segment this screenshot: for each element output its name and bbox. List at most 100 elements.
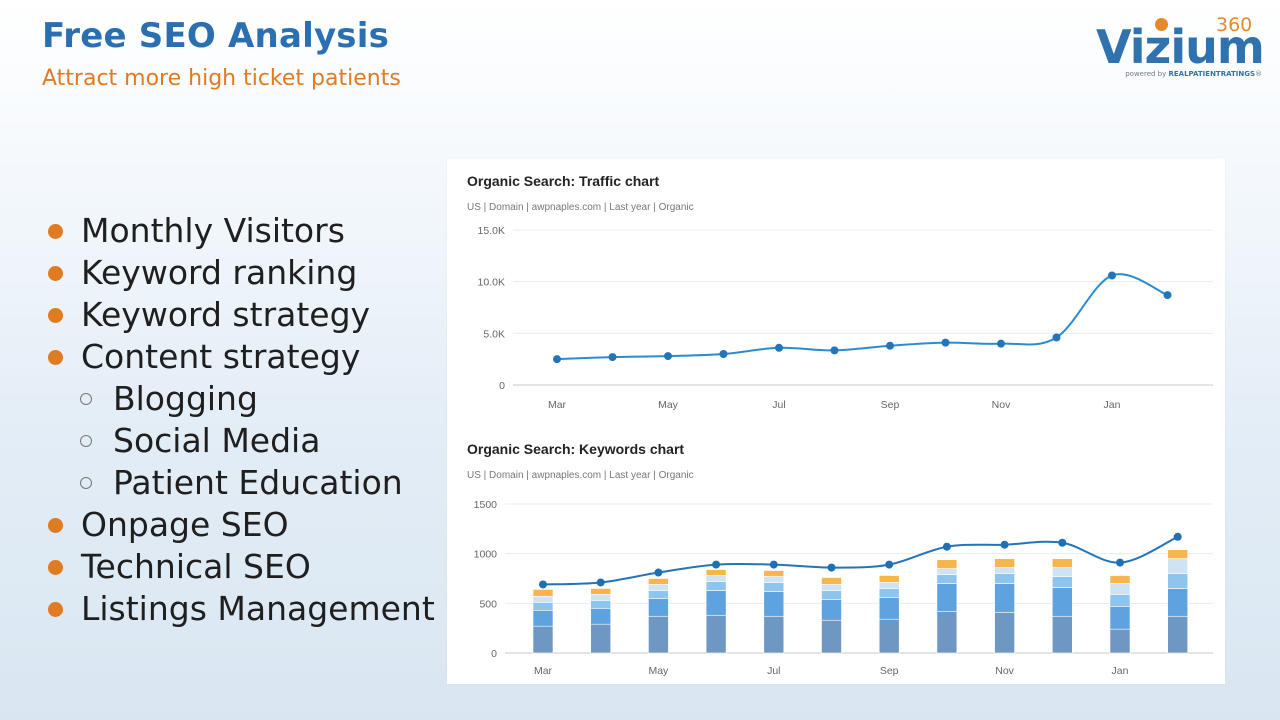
keywords-bar-segment[interactable] (878, 575, 900, 583)
keywords-data-point[interactable] (1116, 558, 1124, 567)
keywords-data-point[interactable] (1000, 540, 1009, 549)
keywords-bar-segment[interactable] (648, 590, 669, 599)
keywords-bar-segment[interactable] (532, 596, 554, 603)
keywords-bar-segment[interactable] (590, 607, 611, 625)
keywords-bar-segment[interactable] (532, 589, 554, 597)
keywords-y-tick: 1000 (474, 549, 498, 561)
page-subtitle: Attract more high ticket patients (42, 66, 401, 91)
keywords-data-point[interactable] (885, 560, 894, 569)
keywords-data-point[interactable] (942, 542, 951, 551)
keywords-bar-segment[interactable] (878, 597, 900, 620)
keywords-bar-segment[interactable] (994, 567, 1015, 574)
traffic-data-point[interactable] (1108, 271, 1116, 280)
keywords-x-tick: Mar (534, 665, 553, 677)
keywords-data-point[interactable] (769, 560, 778, 569)
traffic-data-point[interactable] (830, 346, 839, 355)
keywords-bar-segment[interactable] (878, 618, 900, 654)
traffic-y-tick: 15.0K (478, 225, 505, 237)
traffic-data-point[interactable] (553, 355, 561, 364)
keywords-bar-segment[interactable] (1167, 549, 1189, 559)
vizium-logo: Vizium 360 powered by REALPATIENTRATINGS… (1092, 12, 1270, 84)
keywords-bar-segment[interactable] (1109, 628, 1131, 654)
keywords-bar-segment[interactable] (1109, 575, 1131, 584)
keywords-bar-segment[interactable] (590, 594, 611, 601)
traffic-data-point[interactable] (719, 350, 728, 358)
keywords-bar-segment[interactable] (821, 590, 842, 600)
bullet-item: Keyword strategy (44, 294, 435, 336)
keywords-bar-segment[interactable] (994, 583, 1015, 613)
keywords-x-tick: Nov (995, 665, 1014, 677)
keywords-bar-segment[interactable] (763, 582, 785, 592)
keywords-bar-segment[interactable] (1051, 576, 1073, 588)
keywords-bar-segment[interactable] (648, 598, 669, 617)
keywords-bar-segment[interactable] (1051, 615, 1073, 654)
keywords-data-point[interactable] (596, 578, 605, 587)
keywords-data-point[interactable] (827, 563, 836, 572)
keywords-bar-segment[interactable] (648, 584, 669, 591)
keywords-bar-segment[interactable] (1167, 615, 1189, 654)
keywords-chart-subtitle: US | Domain | awpnaples.com | Last year … (467, 470, 694, 481)
bullet-item: Technical SEO (44, 546, 435, 588)
keywords-bar-segment[interactable] (705, 569, 727, 576)
keywords-bar-segment[interactable] (1109, 594, 1131, 607)
charts-card: Organic Search: Traffic chart US | Domai… (447, 158, 1225, 684)
keywords-chart-title: Organic Search: Keywords chart (467, 441, 684, 457)
traffic-chart-subtitle: US | Domain | awpnaples.com | Last year … (467, 202, 694, 213)
keywords-data-point[interactable] (539, 580, 547, 589)
keywords-bar-segment[interactable] (1167, 588, 1189, 617)
traffic-data-point[interactable] (664, 352, 672, 361)
keywords-bar-segment[interactable] (705, 575, 727, 582)
keywords-bar-segment[interactable] (1167, 558, 1189, 574)
keywords-bar-segment[interactable] (648, 578, 669, 585)
keywords-bar-segment[interactable] (1167, 573, 1189, 589)
keywords-bar-segment[interactable] (705, 614, 727, 654)
keywords-bar-segment[interactable] (936, 568, 958, 575)
traffic-data-point[interactable] (997, 339, 1005, 348)
traffic-data-point[interactable] (941, 338, 950, 347)
keywords-bar-segment[interactable] (994, 573, 1015, 584)
keywords-bar-segment[interactable] (936, 583, 958, 612)
keywords-bar-segment[interactable] (1051, 587, 1073, 617)
keywords-bar-segment[interactable] (1051, 558, 1073, 568)
keywords-bar-segment[interactable] (1109, 606, 1131, 630)
keywords-bar-segment[interactable] (878, 582, 900, 589)
keywords-bar-segment[interactable] (821, 584, 842, 591)
keywords-bar-segment[interactable] (590, 600, 611, 609)
keywords-bar-segment[interactable] (763, 615, 785, 654)
traffic-data-point[interactable] (886, 341, 894, 350)
keywords-bar-segment[interactable] (590, 623, 611, 654)
keywords-bar-segment[interactable] (532, 602, 554, 611)
keywords-data-point[interactable] (1058, 538, 1067, 547)
traffic-data-point[interactable] (1052, 333, 1061, 342)
traffic-data-point[interactable] (1163, 291, 1172, 300)
keywords-bar-segment[interactable] (936, 559, 958, 569)
keywords-bar-segment[interactable] (763, 591, 785, 617)
keywords-bar-segment[interactable] (821, 599, 842, 621)
keywords-data-point[interactable] (654, 568, 663, 577)
keywords-bar-segment[interactable] (1109, 583, 1131, 595)
keywords-bar-segment[interactable] (705, 581, 727, 591)
keywords-bar-segment[interactable] (590, 588, 611, 595)
keywords-bar-segment[interactable] (994, 611, 1015, 654)
keywords-bar-segment[interactable] (1051, 567, 1073, 577)
keywords-bar-segment[interactable] (763, 576, 785, 583)
traffic-x-tick: Nov (992, 399, 1011, 411)
bullet-item: Listings Management (44, 588, 435, 630)
traffic-data-point[interactable] (608, 353, 617, 362)
logo-tagline-prefix: powered by (1125, 70, 1167, 78)
keywords-bar-segment[interactable] (936, 610, 958, 654)
logo-number: 360 (1216, 14, 1253, 36)
keywords-bar-segment[interactable] (648, 615, 669, 654)
keywords-bar-segment[interactable] (763, 570, 785, 577)
keywords-bar-segment[interactable] (705, 590, 727, 616)
keywords-data-point[interactable] (712, 560, 721, 569)
keywords-bar-segment[interactable] (994, 558, 1015, 568)
keywords-bar-segment[interactable] (532, 609, 554, 627)
keywords-bar-segment[interactable] (821, 619, 842, 654)
keywords-bar-segment[interactable] (532, 625, 554, 654)
keywords-bar-segment[interactable] (821, 577, 842, 585)
keywords-bar-segment[interactable] (936, 574, 958, 584)
keywords-data-point[interactable] (1173, 532, 1182, 541)
traffic-data-point[interactable] (775, 343, 783, 352)
keywords-bar-segment[interactable] (878, 588, 900, 598)
